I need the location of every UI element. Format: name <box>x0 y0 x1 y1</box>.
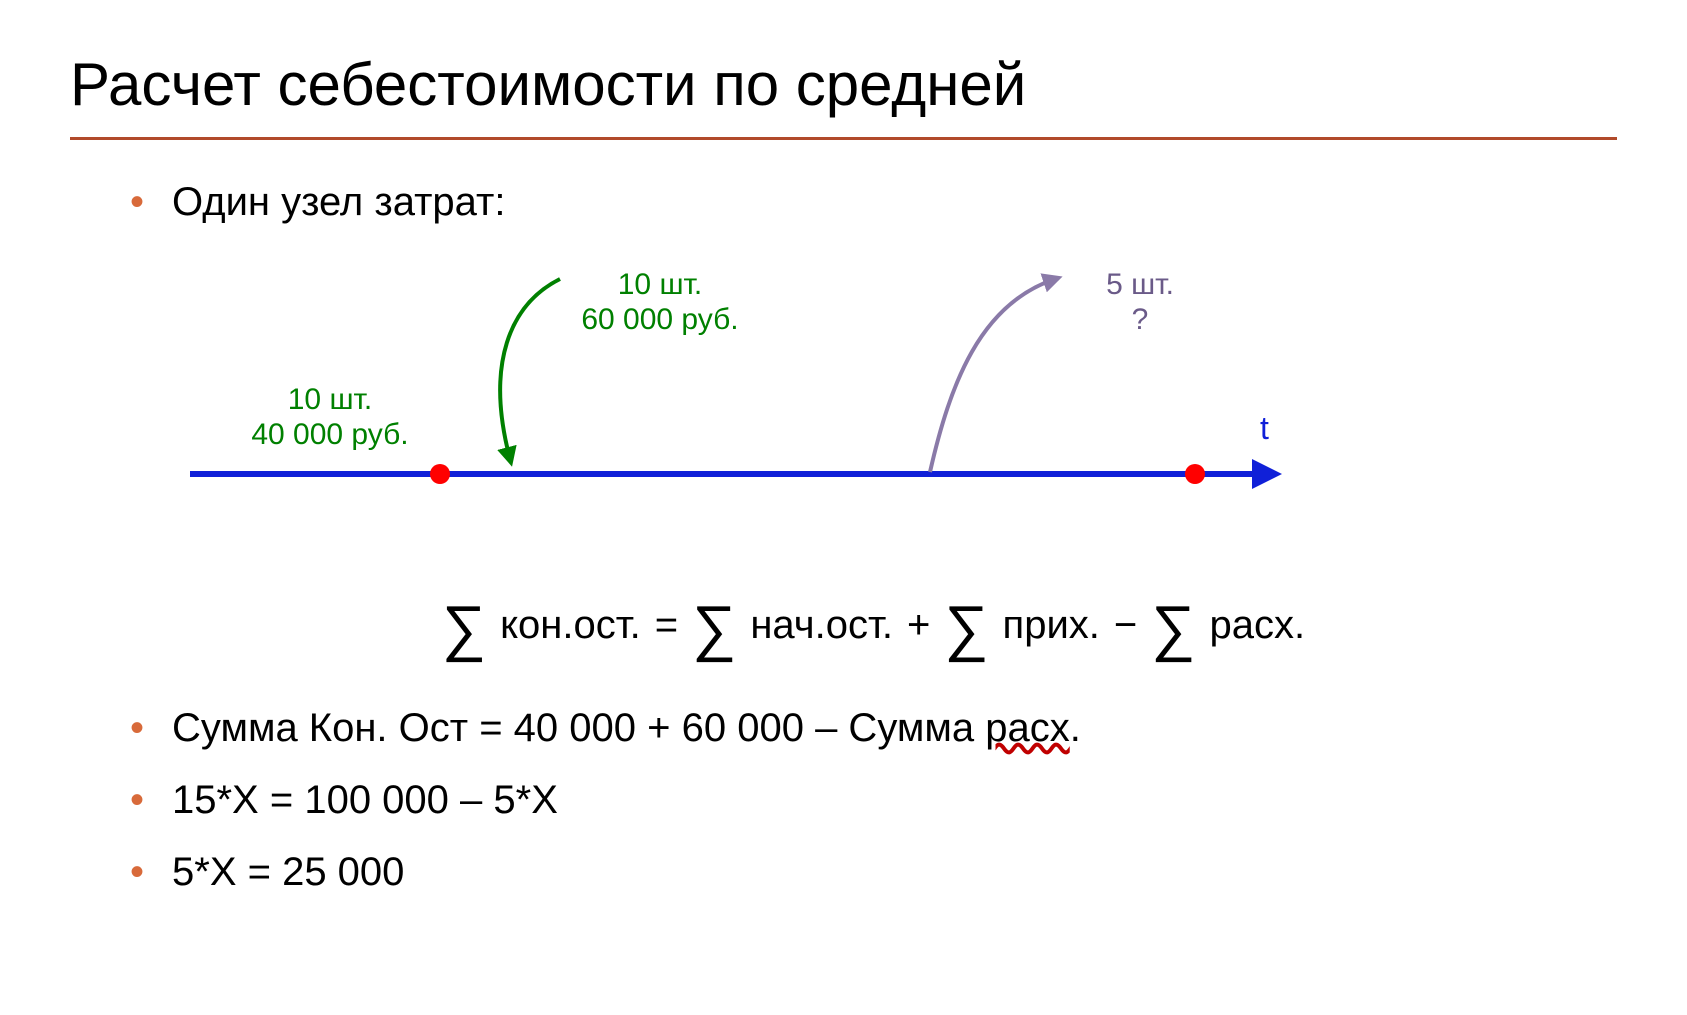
calc-text: 15*X = 100 000 – 5*X <box>172 778 558 822</box>
formula-part-4: прих. <box>1003 603 1100 648</box>
formula-part-3: + <box>907 603 930 648</box>
outgoing-label-q: ? <box>1132 303 1149 336</box>
formula-part-0: кон.ост. <box>500 603 641 648</box>
incoming-label-qty: 10 шт. <box>618 268 703 301</box>
slide: Расчет себестоимости по средней Один узе… <box>0 0 1687 1015</box>
calc-line-0: Сумма Кон. Ост = 40 000 + 60 000 – Сумма… <box>130 696 1617 760</box>
incoming-arrow <box>500 279 560 459</box>
formula-part-1: = <box>655 603 678 648</box>
calc-line-1: 15*X = 100 000 – 5*X <box>130 768 1617 832</box>
formula-part-6: расх. <box>1209 603 1305 648</box>
calc-text: 5*X = 25 000 <box>172 850 404 894</box>
bullet-intro: Один узел затрат: <box>130 170 1617 234</box>
formula-part-2: нач.ост. <box>750 603 893 648</box>
timeline-point-1 <box>1185 464 1205 484</box>
sigma-symbol: ∑ <box>1151 598 1195 660</box>
sigma-symbol: ∑ <box>442 598 486 660</box>
sigma-symbol: ∑ <box>944 598 988 660</box>
slide-title: Расчет себестоимости по средней <box>70 50 1617 140</box>
calc-wavy: расх <box>985 706 1070 750</box>
formula-part-5: − <box>1114 603 1137 648</box>
calc-list: Сумма Кон. Ост = 40 000 + 60 000 – Сумма… <box>130 696 1617 904</box>
outgoing-arrow <box>930 279 1055 472</box>
start-label-sum: 40 000 руб. <box>251 418 408 451</box>
timeline-svg: t10 шт.40 000 руб.10 шт.60 000 руб.5 шт.… <box>130 244 1330 574</box>
axis-label-t: t <box>1260 410 1269 446</box>
calc-text: Сумма Кон. Ост = 40 000 + 60 000 – Сумма <box>172 706 985 750</box>
timeline-point-0 <box>430 464 450 484</box>
incoming-label-sum: 60 000 руб. <box>581 303 738 336</box>
balance-formula: ∑кон.ост.=∑нач.ост.+∑прих.−∑расх. <box>130 594 1617 656</box>
calc-suffix: . <box>1070 706 1081 750</box>
calc-line-2: 5*X = 25 000 <box>130 840 1617 904</box>
start-label-qty: 10 шт. <box>288 383 373 416</box>
outgoing-label-qty: 5 шт. <box>1106 268 1174 301</box>
sigma-symbol: ∑ <box>692 598 736 660</box>
timeline-diagram: t10 шт.40 000 руб.10 шт.60 000 руб.5 шт.… <box>130 244 1617 656</box>
bullet-list-top: Один узел затрат: <box>130 170 1617 234</box>
